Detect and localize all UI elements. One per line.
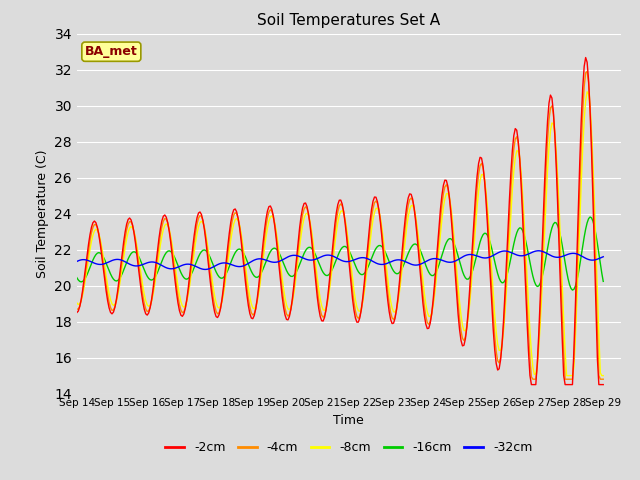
Y-axis label: Soil Temperature (C): Soil Temperature (C) [36, 149, 49, 278]
Legend: -2cm, -4cm, -8cm, -16cm, -32cm: -2cm, -4cm, -8cm, -16cm, -32cm [160, 436, 538, 459]
Title: Soil Temperatures Set A: Soil Temperatures Set A [257, 13, 440, 28]
Text: BA_met: BA_met [85, 45, 138, 58]
X-axis label: Time: Time [333, 414, 364, 427]
